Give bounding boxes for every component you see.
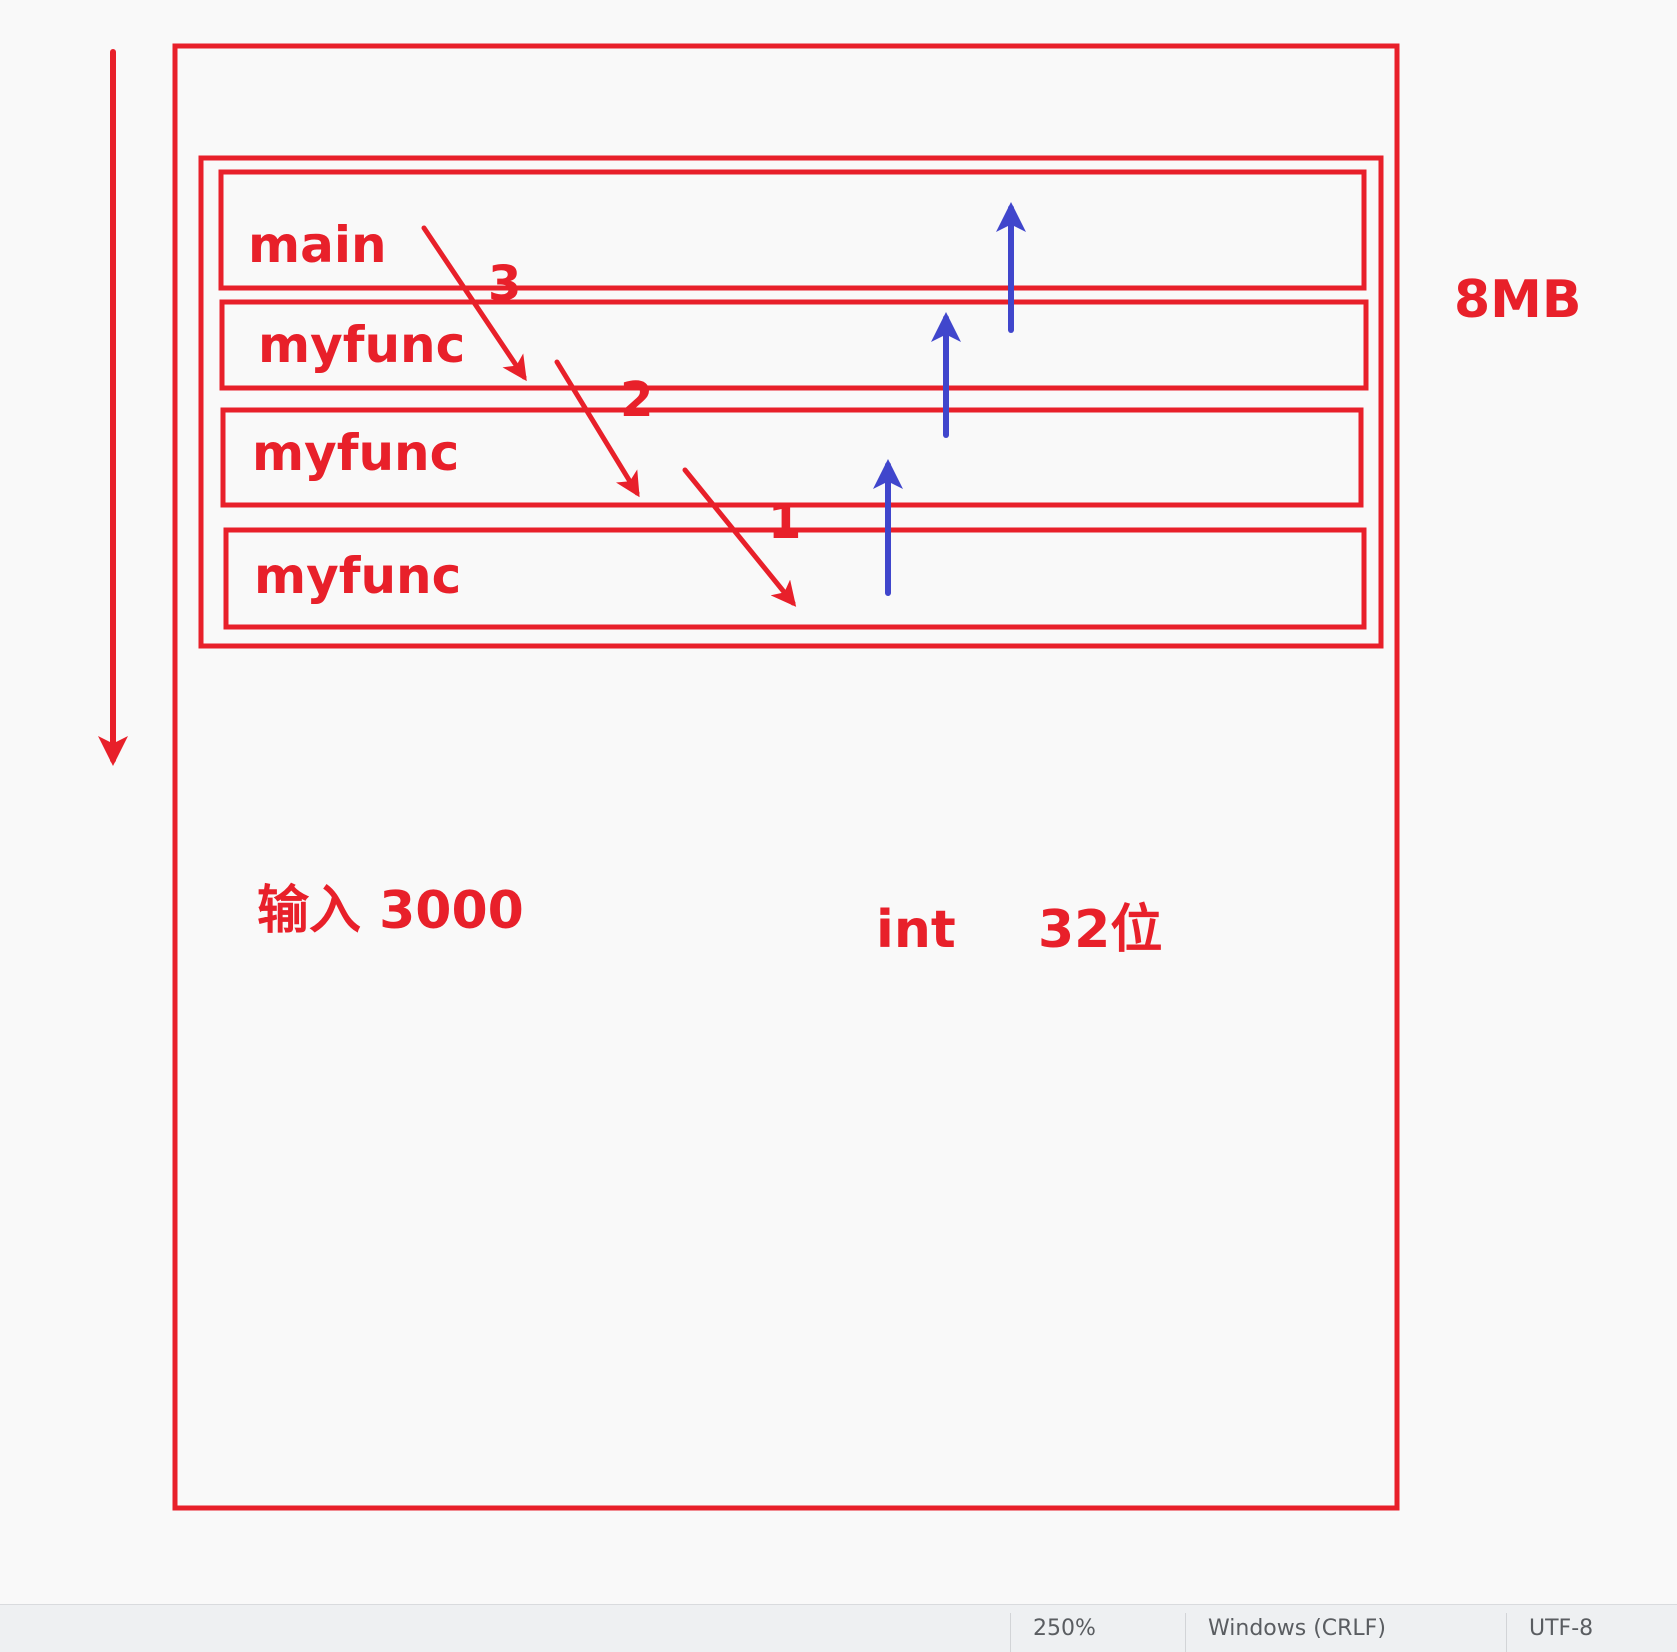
text-encoding[interactable]: UTF-8 (1529, 1616, 1594, 1641)
line-ending[interactable]: Windows (CRLF) (1208, 1616, 1386, 1641)
bits-label: 32位 (1038, 900, 1163, 960)
call-arrow-3 (421, 225, 527, 382)
call-step-number: 1 (768, 494, 802, 550)
zoom-level[interactable]: 250% (1033, 1616, 1096, 1641)
int-label: int (876, 900, 956, 960)
call-step-number: 2 (620, 372, 654, 428)
diagram-svg (98, 43, 1400, 1511)
call-step-number: 3 (488, 256, 522, 312)
frame-label-myfunc: myfunc (252, 424, 460, 482)
frame-label-main: main (248, 216, 387, 274)
stack-size-label: 8MB (1454, 270, 1582, 330)
frame-label-myfunc: myfunc (258, 316, 466, 374)
drawing-canvas[interactable]: main myfunc myfunc myfunc 3 2 1 8MB 输入 3… (0, 0, 1677, 1604)
stack-frame-myfunc-3 (223, 527, 1367, 630)
status-bar: 250% Windows (CRLF) UTF-8 (0, 1604, 1677, 1652)
frame-label-myfunc: myfunc (254, 547, 462, 605)
stack-frame-myfunc-2 (220, 407, 1364, 508)
status-separator (1185, 1613, 1186, 1652)
stack-frame-main (218, 169, 1367, 291)
stack-frame-myfunc-1 (219, 299, 1369, 391)
call-arrow-2 (554, 359, 640, 498)
status-separator (1010, 1613, 1011, 1652)
input-label: 输入 3000 (257, 881, 524, 941)
call-stack-container (198, 155, 1384, 649)
status-separator (1506, 1613, 1507, 1652)
stack-memory-region (172, 43, 1400, 1511)
call-arrow-1 (682, 467, 797, 607)
